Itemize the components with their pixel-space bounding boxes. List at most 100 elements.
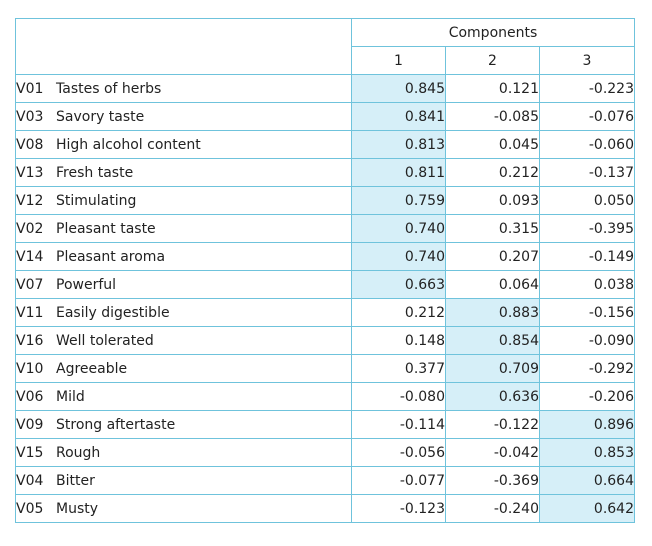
loading-cell-component-1: -0.123	[351, 494, 446, 523]
loading-cell-component-3: -0.076	[539, 102, 635, 131]
loading-cell-component-3: -0.137	[539, 158, 635, 187]
loading-cell-component-3: -0.060	[539, 130, 635, 159]
table-row: V12 Stimulating 0.759 0.093 0.050	[15, 186, 635, 215]
loading-cell-component-2: -0.042	[445, 438, 540, 467]
loading-cell-component-3: 0.896	[539, 410, 635, 439]
table-header: Components 1 2 3	[15, 18, 635, 75]
loading-cell-component-2: 0.121	[445, 74, 540, 103]
table-row: V10 Agreeable 0.377 0.709 -0.292	[15, 354, 635, 383]
variable-label: Mild	[56, 388, 85, 405]
table-row: V04 Bitter -0.077 -0.369 0.664	[15, 466, 635, 495]
variable-code: V12	[16, 192, 44, 209]
variable-cell: V02 Pleasant taste	[15, 214, 352, 243]
table-row: V08 High alcohol content 0.813 0.045 -0.060	[15, 130, 635, 159]
variable-cell: V01 Tastes of herbs	[15, 74, 352, 103]
variable-code: V16	[16, 332, 44, 349]
variable-code: V07	[16, 276, 44, 293]
table-row: V07 Powerful 0.663 0.064 0.038	[15, 270, 635, 299]
variable-cell: V08 High alcohol content	[15, 130, 352, 159]
loading-cell-component-2: 0.854	[445, 326, 540, 355]
loading-cell-component-1: -0.056	[351, 438, 446, 467]
loading-cell-component-1: 0.845	[351, 74, 446, 103]
variable-label: Musty	[56, 500, 99, 517]
variable-label: Savory taste	[56, 108, 145, 125]
variable-code: V11	[16, 304, 44, 321]
loading-cell-component-2: 0.709	[445, 354, 540, 383]
loading-cell-component-2: 0.212	[445, 158, 540, 187]
table-row: V09 Strong aftertaste -0.114 -0.122 0.896	[15, 410, 635, 439]
variable-label: Agreeable	[56, 360, 128, 377]
loading-cell-component-3: 0.664	[539, 466, 635, 495]
variable-cell: V16 Well tolerated	[15, 326, 352, 355]
loading-cell-component-1: 0.759	[351, 186, 446, 215]
loading-cell-component-1: 0.740	[351, 214, 446, 243]
variable-cell: V12 Stimulating	[15, 186, 352, 215]
loading-cell-component-3: -0.292	[539, 354, 635, 383]
variable-code: V13	[16, 164, 44, 181]
variable-code: V05	[16, 500, 44, 517]
component-1-header: 1	[351, 46, 446, 75]
component-loadings-table: Components 1 2 3 V01 Tastes of herbs 0.845…	[15, 18, 635, 523]
variable-cell: V05 Musty	[15, 494, 352, 523]
loading-cell-component-2: -0.122	[445, 410, 540, 439]
table-row: V06 Mild -0.080 0.636 -0.206	[15, 382, 635, 411]
variable-code: V08	[16, 136, 44, 153]
loading-cell-component-1: 0.740	[351, 242, 446, 271]
variable-label: Stimulating	[56, 192, 137, 209]
variable-label: Easily digestible	[56, 304, 170, 321]
loading-cell-component-1: 0.841	[351, 102, 446, 131]
loading-cell-component-2: -0.085	[445, 102, 540, 131]
table-row: V03 Savory taste 0.841 -0.085 -0.076	[15, 102, 635, 131]
loading-cell-component-1: -0.080	[351, 382, 446, 411]
table-row: V05 Musty -0.123 -0.240 0.642	[15, 494, 635, 523]
loading-cell-component-2: -0.369	[445, 466, 540, 495]
loading-cell-component-1: -0.114	[351, 410, 446, 439]
component-2-header: 2	[445, 46, 540, 75]
loading-cell-component-3: -0.223	[539, 74, 635, 103]
table-row: V02 Pleasant taste 0.740 0.315 -0.395	[15, 214, 635, 243]
variable-label: High alcohol content	[56, 136, 201, 153]
variable-code: V15	[16, 444, 44, 461]
variable-code: V14	[16, 248, 44, 265]
variable-cell: V07 Powerful	[15, 270, 352, 299]
variable-label: Pleasant aroma	[56, 248, 166, 265]
table-row: V11 Easily digestible 0.212 0.883 -0.156	[15, 298, 635, 327]
variable-code: V09	[16, 416, 44, 433]
loading-cell-component-3: 0.642	[539, 494, 635, 523]
variable-code: V06	[16, 388, 44, 405]
table-row: V13 Fresh taste 0.811 0.212 -0.137	[15, 158, 635, 187]
loading-cell-component-1: 0.813	[351, 130, 446, 159]
components-header: Components	[351, 18, 635, 47]
variable-cell: V06 Mild	[15, 382, 352, 411]
table-row: V16 Well tolerated 0.148 0.854 -0.090	[15, 326, 635, 355]
variable-label: Pleasant taste	[56, 220, 156, 237]
variable-code: V03	[16, 108, 44, 125]
variable-code: V04	[16, 472, 44, 489]
loading-cell-component-3: -0.395	[539, 214, 635, 243]
loading-cell-component-1: 0.148	[351, 326, 446, 355]
variable-label: Well tolerated	[56, 332, 154, 349]
table-row: V15 Rough -0.056 -0.042 0.853	[15, 438, 635, 467]
variable-code: V01	[16, 80, 44, 97]
component-3-header: 3	[539, 46, 635, 75]
loading-cell-component-2: 0.883	[445, 298, 540, 327]
loading-cell-component-2: 0.315	[445, 214, 540, 243]
variable-cell: V15 Rough	[15, 438, 352, 467]
variable-cell: V13 Fresh taste	[15, 158, 352, 187]
loading-cell-component-2: 0.064	[445, 270, 540, 299]
variable-cell: V09 Strong aftertaste	[15, 410, 352, 439]
variable-header-cell	[15, 18, 352, 75]
loading-cell-component-1: 0.811	[351, 158, 446, 187]
variable-label: Strong aftertaste	[56, 416, 176, 433]
variable-label: Rough	[56, 444, 101, 461]
loading-cell-component-1: 0.212	[351, 298, 446, 327]
variable-label: Fresh taste	[56, 164, 134, 181]
loading-cell-component-1: 0.663	[351, 270, 446, 299]
variable-label: Bitter	[56, 472, 95, 489]
loading-cell-component-2: 0.093	[445, 186, 540, 215]
header-row-group: Components	[15, 18, 635, 75]
variable-cell: V10 Agreeable	[15, 354, 352, 383]
variable-cell: V03 Savory taste	[15, 102, 352, 131]
variable-label: Tastes of herbs	[56, 80, 162, 97]
variable-code: V10	[16, 360, 44, 377]
